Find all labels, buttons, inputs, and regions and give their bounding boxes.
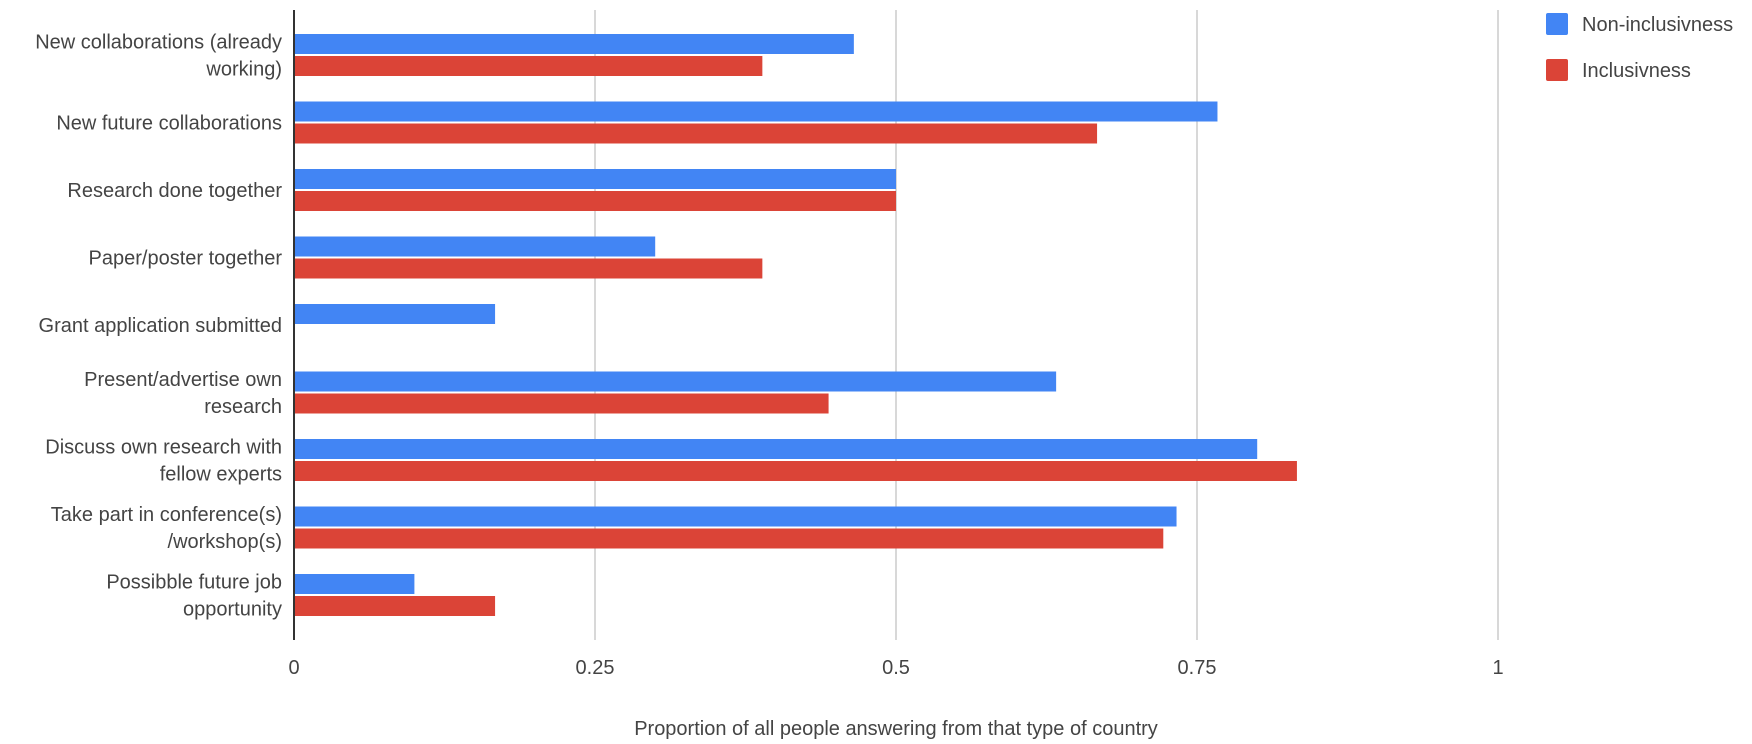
bar-non-inclusivness [294,506,1177,527]
x-tick-labels: 0 0.25 0.5 0.75 1 [288,657,1503,679]
category-label: New collaborations (already [35,32,282,54]
category-label: opportunity [183,599,282,621]
x-tick-label: 1 [1492,657,1503,679]
bar-non-inclusivness [294,304,496,324]
bar-inclusivness [294,191,896,211]
category-label: Take part in conference(s) [51,504,282,526]
x-tick-label: 0.75 [1178,657,1217,679]
bar-inclusivness [294,393,829,414]
bar-inclusivness [294,258,763,279]
legend-label: Inclusivness [1582,60,1691,82]
category-label: Paper/poster together [89,248,283,270]
category-label: Discuss own research with [45,437,282,459]
legend-swatch [1546,13,1568,35]
bar-inclusivness [294,596,496,616]
bar-non-inclusivness [294,371,1057,392]
legend-swatch [1546,59,1568,81]
x-axis-title: Proportion of all people answering from … [634,718,1158,739]
x-tick-label: 0.25 [576,657,615,679]
legend-label: Non-inclusivness [1582,14,1733,36]
bar-non-inclusivness [294,439,1258,459]
category-label: research [204,396,282,418]
bar-non-inclusivness [294,169,896,189]
bar-non-inclusivness [294,101,1218,122]
category-label: Grant application submitted [39,315,282,337]
bar-inclusivness [294,123,1098,144]
bar-non-inclusivness [294,34,854,54]
category-labels: New collaborations (already working) New f… [35,32,282,621]
bars [294,34,1297,616]
bar-inclusivness [294,461,1297,481]
category-label: Present/advertise own [84,369,282,391]
x-tick-label: 0.5 [882,657,910,679]
bar-non-inclusivness [294,236,656,257]
bar-inclusivness [294,56,763,76]
category-label: Research done together [67,180,282,202]
x-tick-label: 0 [288,657,299,679]
category-label: working) [205,59,282,81]
bar-inclusivness [294,528,1164,549]
category-label: Possibble future job [106,572,282,594]
bar-non-inclusivness [294,574,415,594]
category-label: New future collaborations [56,113,282,135]
legend: Non-inclusivness Inclusivness [1546,13,1733,82]
category-label: /workshop(s) [168,531,282,553]
category-label: fellow experts [160,464,282,486]
